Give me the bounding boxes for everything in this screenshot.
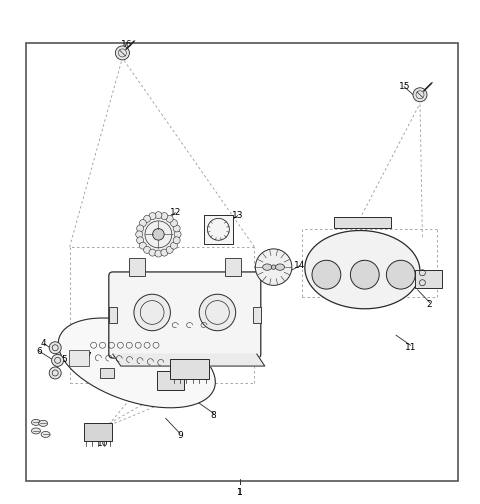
Text: 5: 5	[61, 355, 67, 364]
Text: 10: 10	[97, 439, 109, 448]
Bar	[225, 258, 241, 276]
Circle shape	[161, 249, 168, 256]
Text: 8: 8	[211, 411, 216, 420]
Bar	[157, 371, 183, 390]
Bar	[129, 258, 145, 276]
Bar	[170, 359, 209, 380]
Bar	[415, 270, 442, 288]
Ellipse shape	[58, 318, 216, 408]
Circle shape	[51, 354, 63, 366]
Ellipse shape	[263, 264, 272, 270]
Circle shape	[139, 242, 146, 249]
Text: 1: 1	[237, 488, 243, 497]
Text: 3: 3	[360, 260, 365, 269]
Bar	[334, 217, 391, 228]
Circle shape	[170, 242, 178, 249]
Ellipse shape	[276, 264, 285, 270]
Circle shape	[136, 231, 143, 238]
Circle shape	[149, 249, 156, 256]
Circle shape	[173, 225, 180, 232]
Ellipse shape	[32, 419, 40, 425]
Bar	[204, 215, 233, 244]
Text: 13: 13	[232, 211, 243, 220]
Circle shape	[166, 246, 173, 254]
Ellipse shape	[41, 431, 50, 437]
Ellipse shape	[305, 230, 420, 309]
Polygon shape	[113, 354, 265, 366]
Text: 15: 15	[399, 82, 410, 91]
Text: 12: 12	[169, 208, 181, 217]
Circle shape	[137, 225, 144, 232]
Circle shape	[350, 260, 379, 289]
Ellipse shape	[39, 420, 48, 426]
Circle shape	[49, 367, 61, 379]
Circle shape	[115, 46, 130, 60]
Bar	[26, 43, 458, 481]
Ellipse shape	[32, 428, 40, 434]
Circle shape	[49, 342, 61, 354]
FancyBboxPatch shape	[109, 272, 261, 358]
Circle shape	[155, 212, 162, 219]
Bar	[69, 350, 89, 366]
Circle shape	[144, 215, 151, 222]
Circle shape	[149, 213, 156, 220]
Circle shape	[271, 265, 276, 269]
Circle shape	[413, 88, 427, 102]
Circle shape	[139, 220, 146, 227]
Circle shape	[173, 237, 180, 244]
Text: 14: 14	[294, 261, 306, 270]
Bar	[84, 423, 112, 442]
Text: 2: 2	[427, 300, 432, 309]
Circle shape	[144, 246, 151, 254]
Circle shape	[174, 231, 181, 238]
Circle shape	[255, 249, 292, 285]
Circle shape	[139, 215, 178, 254]
Circle shape	[153, 229, 164, 240]
Circle shape	[166, 215, 173, 222]
Bar	[109, 307, 117, 323]
Text: 11: 11	[405, 343, 416, 352]
Text: 4: 4	[40, 339, 46, 348]
Circle shape	[170, 220, 178, 227]
Text: 1: 1	[237, 488, 243, 497]
Circle shape	[312, 260, 341, 289]
Circle shape	[199, 294, 236, 331]
Circle shape	[155, 250, 162, 257]
Text: 7: 7	[85, 352, 91, 361]
Circle shape	[161, 213, 168, 220]
Circle shape	[134, 294, 170, 331]
Text: 9: 9	[177, 431, 183, 440]
Text: 16: 16	[120, 40, 132, 49]
Text: 6: 6	[36, 347, 42, 356]
Circle shape	[386, 260, 415, 289]
Circle shape	[137, 237, 144, 244]
Bar	[100, 368, 114, 378]
Bar	[253, 307, 261, 323]
